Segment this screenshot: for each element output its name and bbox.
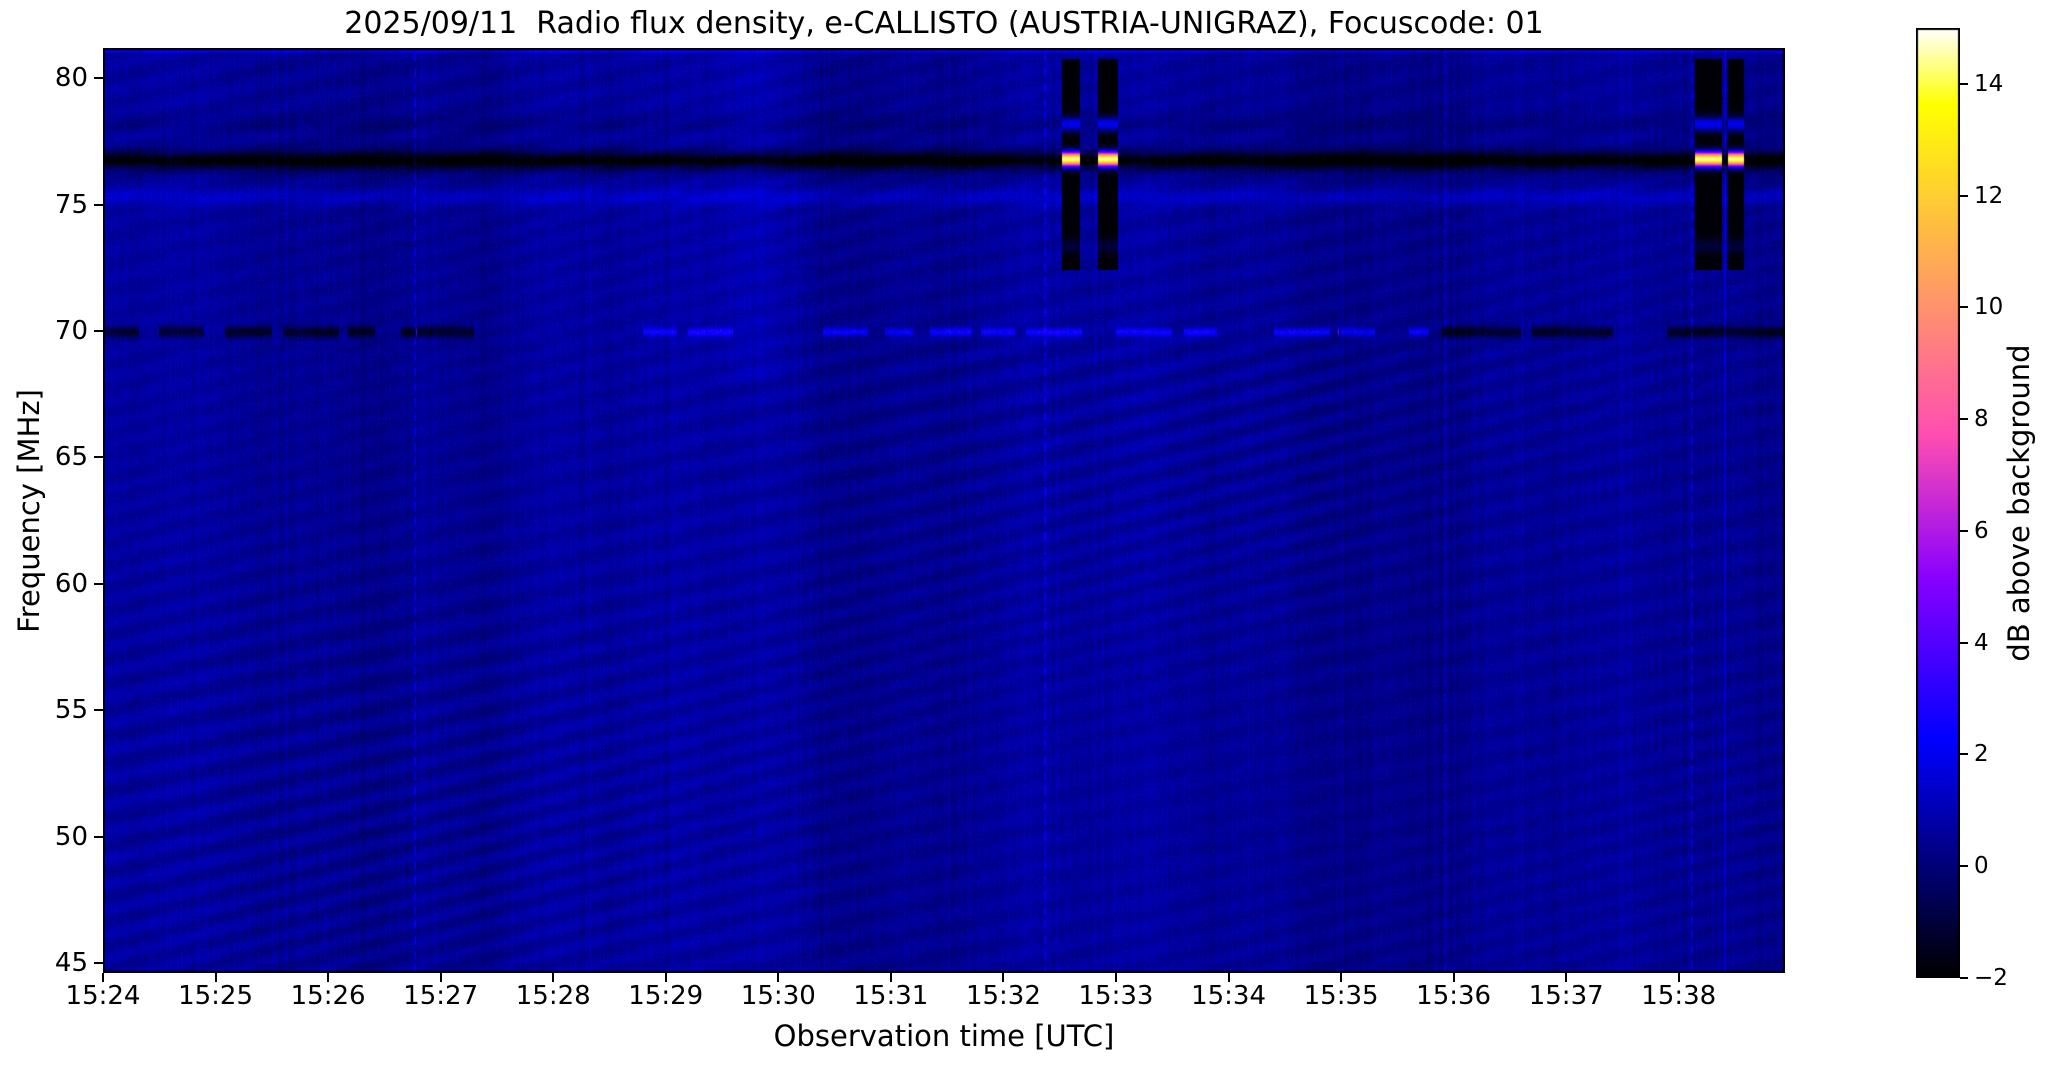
x-tick-label: 15:35 [1303, 981, 1379, 1011]
x-tick-mark [777, 973, 780, 982]
x-tick-mark [1565, 973, 1568, 982]
y-tick-mark [94, 835, 103, 838]
colorbar-tick-label: 6 [1974, 517, 1989, 544]
x-tick-label: 15:30 [740, 981, 816, 1011]
colorbar-tick-label: 2 [1974, 741, 1989, 768]
x-tick-label: 15:34 [1191, 981, 1266, 1011]
colorbar-tick-label: 0 [1974, 853, 1989, 880]
colorbar-tick-mark [1960, 418, 1968, 421]
y-tick-label: 45 [54, 947, 88, 978]
y-tick-label: 50 [54, 821, 88, 852]
x-tick-mark [1452, 973, 1455, 982]
y-tick-label: 60 [54, 568, 88, 599]
colorbar-tick-mark [1960, 306, 1968, 309]
x-axis-label: Observation time [UTC] [773, 1019, 1115, 1053]
colorbar-tick-mark [1960, 865, 1968, 868]
y-tick-label: 75 [54, 189, 88, 220]
x-tick-mark [214, 973, 217, 982]
y-tick-label: 80 [54, 63, 88, 94]
y-tick-mark [94, 709, 103, 712]
y-tick-label: 70 [54, 316, 88, 347]
colorbar-tick-mark [1960, 753, 1968, 756]
x-tick-label: 15:26 [290, 981, 366, 1011]
y-tick-mark [94, 77, 103, 80]
y-tick-mark [94, 203, 103, 206]
colorbar-tick-label: 8 [1974, 406, 1989, 433]
x-tick-label: 15:38 [1641, 981, 1717, 1011]
x-tick-mark [1677, 973, 1680, 982]
x-tick-mark [664, 973, 667, 982]
spectrogram-canvas [103, 48, 1785, 973]
x-tick-mark [889, 973, 892, 982]
colorbar-tick-label: 10 [1974, 294, 2004, 321]
x-tick-label: 15:32 [965, 981, 1041, 1011]
x-tick-label: 15:33 [1078, 981, 1154, 1011]
y-tick-mark [94, 961, 103, 964]
x-tick-mark [327, 973, 330, 982]
colorbar-tick-mark [1960, 82, 1968, 85]
colorbar-label: dB above background [2002, 344, 2036, 662]
x-tick-mark [1002, 973, 1005, 982]
x-tick-label: 15:31 [853, 981, 929, 1011]
y-tick-label: 65 [54, 442, 88, 473]
colorbar-tick-mark [1960, 641, 1968, 644]
x-tick-label: 15:29 [628, 981, 704, 1011]
x-tick-label: 15:28 [515, 981, 591, 1011]
y-axis-label: Frequency [MHz] [12, 389, 46, 633]
colorbar-tick-mark [1960, 977, 1968, 979]
x-tick-label: 15:37 [1528, 981, 1604, 1011]
x-tick-mark [1227, 973, 1230, 982]
colorbar-tick-label: 12 [1974, 182, 2004, 209]
y-tick-label: 55 [54, 695, 88, 726]
x-tick-mark [552, 973, 555, 982]
colorbar-canvas [1916, 28, 1960, 978]
plot-title: 2025/09/11 Radio flux density, e-CALLIST… [344, 6, 1544, 41]
colorbar-tick-label: −2 [1974, 965, 2008, 991]
x-tick-mark [102, 973, 104, 982]
y-tick-mark [94, 456, 103, 459]
x-tick-label: 15:36 [1416, 981, 1492, 1011]
y-tick-mark [94, 582, 103, 585]
x-tick-mark [439, 973, 442, 982]
colorbar-tick-label: 14 [1974, 70, 2004, 97]
x-tick-label: 15:25 [178, 981, 254, 1011]
x-tick-label: 15:24 [65, 981, 141, 1011]
x-tick-mark [1114, 973, 1117, 982]
x-tick-mark [1340, 973, 1343, 982]
colorbar-tick-mark [1960, 529, 1968, 532]
colorbar-tick-label: 4 [1974, 629, 1989, 656]
x-tick-label: 15:27 [403, 981, 479, 1011]
colorbar-tick-mark [1960, 194, 1968, 197]
y-tick-mark [94, 330, 103, 333]
